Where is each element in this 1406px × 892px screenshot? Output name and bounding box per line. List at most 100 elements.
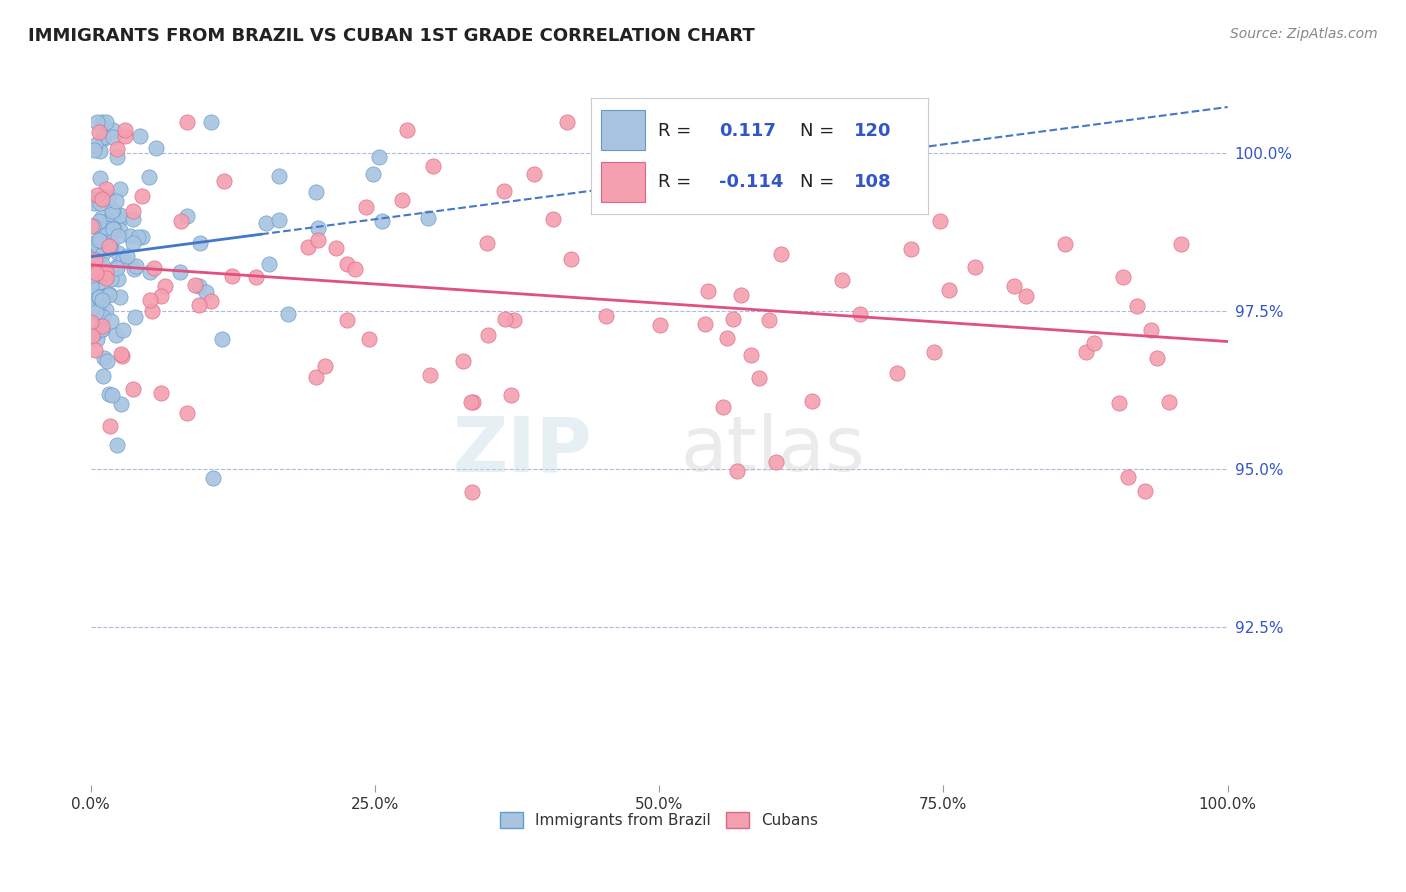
Point [90, 322, 112, 336]
Point [1139, 323, 1161, 337]
Point [200, 293, 222, 308]
Point [90, 210, 112, 224]
Point [83, 138, 105, 153]
Point [416, 211, 439, 226]
Point [254, 216, 277, 230]
Point [128, 128, 150, 143]
Point [269, 169, 291, 183]
Point [86, 235, 108, 249]
Point [336, 313, 359, 327]
Point [124, 310, 146, 325]
Point [108, 211, 131, 226]
Point [200, 114, 222, 128]
Point [314, 359, 336, 374]
Point [730, 288, 752, 302]
Point [494, 311, 516, 326]
Point [93, 223, 115, 237]
Point [121, 204, 143, 219]
Point [114, 128, 136, 143]
Point [461, 395, 484, 409]
Point [100, 235, 122, 250]
Point [87, 305, 110, 319]
Point [120, 229, 142, 244]
Point [770, 247, 793, 261]
Point [849, 307, 872, 321]
Point [96, 353, 118, 368]
Point [523, 167, 546, 181]
Point [195, 285, 218, 299]
Point [267, 212, 290, 227]
Point [555, 114, 578, 128]
Point [84, 253, 107, 268]
Point [344, 261, 367, 276]
Point [108, 208, 131, 222]
Point [91, 130, 114, 145]
Point [108, 182, 131, 196]
Point [94, 265, 117, 279]
Point [86, 237, 108, 252]
Point [716, 331, 738, 345]
Point [89, 275, 111, 289]
Point [82, 265, 104, 279]
Point [758, 313, 780, 327]
Point [121, 211, 143, 226]
Point [91, 293, 114, 307]
Point [831, 273, 853, 287]
Point [112, 252, 135, 266]
Point [104, 194, 127, 209]
Point [461, 484, 484, 499]
Point [245, 269, 267, 284]
Point [97, 190, 120, 204]
Point [80, 268, 103, 283]
Point [422, 159, 444, 173]
Point [122, 382, 145, 396]
Point [94, 181, 117, 195]
Point [1014, 289, 1036, 303]
Point [87, 245, 110, 260]
Point [115, 249, 138, 263]
Point [94, 114, 117, 128]
Text: atlas: atlas [681, 413, 865, 487]
Point [105, 151, 128, 165]
Point [84, 269, 107, 284]
Point [80, 252, 103, 266]
Point [100, 203, 122, 218]
Point [112, 323, 135, 337]
Point [83, 143, 105, 157]
Point [105, 260, 128, 274]
Point [91, 192, 114, 206]
Point [138, 170, 160, 185]
Point [97, 286, 120, 301]
Text: IMMIGRANTS FROM BRAZIL VS CUBAN 1ST GRADE CORRELATION CHART: IMMIGRANTS FROM BRAZIL VS CUBAN 1ST GRAD… [28, 27, 755, 45]
Point [853, 126, 876, 140]
Point [697, 284, 720, 298]
Point [1146, 351, 1168, 366]
Point [105, 438, 128, 452]
Point [1116, 470, 1139, 484]
Point [86, 187, 108, 202]
Text: R =: R = [658, 173, 692, 191]
Point [107, 246, 129, 260]
Point [101, 222, 124, 236]
Text: N =: N = [800, 121, 834, 139]
Point [101, 203, 124, 218]
Point [1083, 335, 1105, 350]
Point [82, 329, 104, 343]
Point [184, 277, 207, 292]
Point [131, 189, 153, 203]
Point [91, 245, 114, 260]
Point [105, 142, 128, 156]
Point [91, 266, 114, 280]
Point [149, 386, 172, 401]
Point [541, 211, 564, 226]
Point [141, 304, 163, 318]
Point [86, 254, 108, 268]
Text: 0.117: 0.117 [718, 121, 776, 139]
Point [460, 395, 482, 409]
Point [86, 114, 108, 128]
Point [98, 419, 121, 434]
Point [127, 230, 149, 244]
Bar [600, 162, 644, 202]
Point [91, 257, 114, 271]
Point [89, 144, 111, 158]
